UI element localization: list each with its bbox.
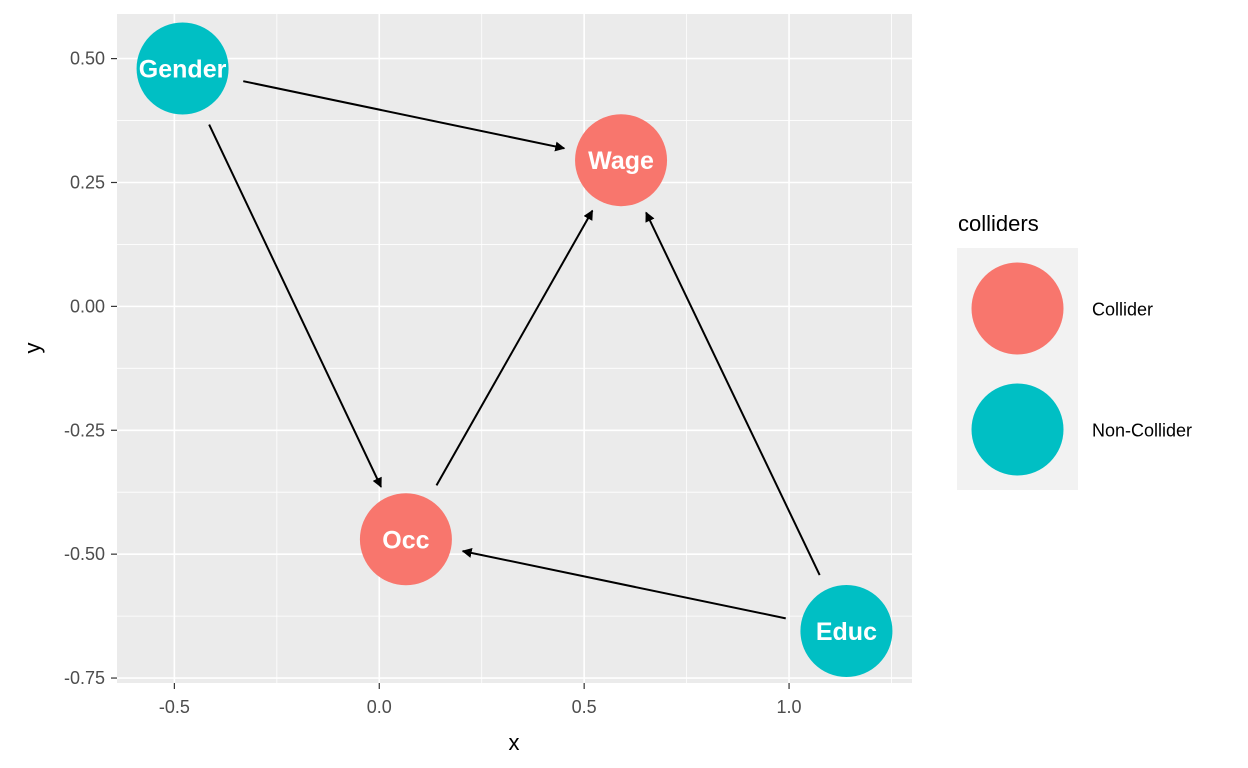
node-gender <box>136 22 229 115</box>
legend-label: Non-Collider <box>1092 421 1192 441</box>
edge-educ-to-wage <box>645 211 821 576</box>
x-tick-label: 0.5 <box>572 697 597 717</box>
node-educ <box>800 584 893 677</box>
minor-gridlines <box>117 14 912 683</box>
node-label-educ: Educ <box>816 618 877 646</box>
edges-layer <box>208 80 821 620</box>
edge-gender-to-occ <box>208 124 382 488</box>
y-axis-title: y <box>20 343 45 354</box>
legend-title: colliders <box>958 211 1039 236</box>
y-tick-label: -0.75 <box>64 668 105 688</box>
legend-key-non-collider <box>971 383 1064 476</box>
legend-key-collider <box>971 262 1064 355</box>
x-tick-label: -0.5 <box>159 697 190 717</box>
y-axis-ticks: 0.50 0.25 0.00 -0.25 -0.50 -0.75 <box>64 49 117 688</box>
node-label-occ: Occ <box>382 526 429 554</box>
edge-gender-to-wage <box>243 80 566 152</box>
y-tick-label: 0.00 <box>70 296 105 316</box>
edge-occ-to-wage <box>435 209 594 486</box>
nodes-layer: Gender Wage Occ Educ <box>136 22 893 677</box>
y-tick-label: 0.25 <box>70 172 105 192</box>
node-label-gender: Gender <box>139 56 227 84</box>
y-tick-label: -0.50 <box>64 544 105 564</box>
y-tick-label: 0.50 <box>70 49 105 69</box>
edge-educ-to-occ <box>461 548 786 620</box>
node-wage <box>575 114 668 207</box>
x-tick-label: 1.0 <box>777 697 802 717</box>
y-tick-label: -0.25 <box>64 420 105 440</box>
legend-label: Collider <box>1092 300 1153 320</box>
x-axis-title: x <box>509 730 520 755</box>
node-label-wage: Wage <box>588 147 654 175</box>
legend: colliders Collider Non-Collider <box>957 211 1192 490</box>
x-tick-label: 0.0 <box>367 697 392 717</box>
x-axis-ticks: -0.5 0.0 0.5 1.0 <box>159 683 802 717</box>
node-occ <box>359 493 452 586</box>
